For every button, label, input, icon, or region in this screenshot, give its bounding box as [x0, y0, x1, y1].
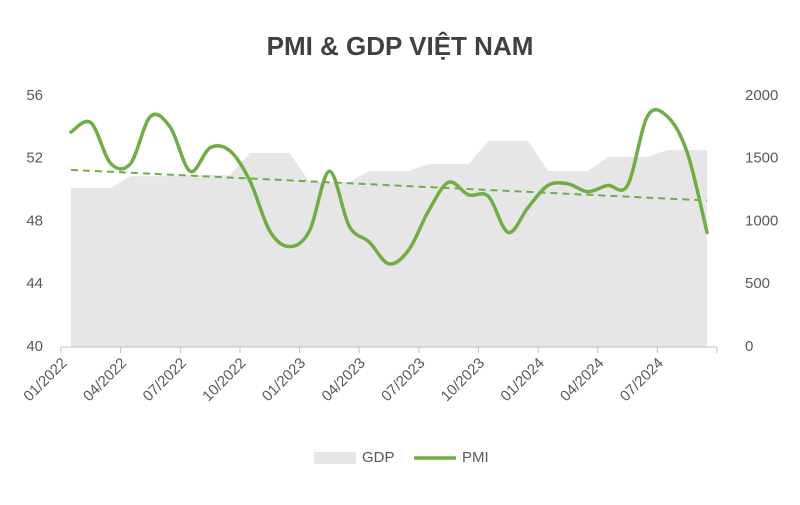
x-tick-label: 10/2023 [438, 355, 488, 405]
legend-label: GDP [362, 449, 395, 466]
x-tick-label: 10/2022 [199, 355, 249, 405]
gdp-area [70, 141, 708, 347]
pmi-line [69, 108, 709, 266]
x-tick-label: 01/2023 [259, 355, 309, 405]
x-tick-label: 07/2023 [378, 355, 428, 405]
y2-tick-label: 0 [745, 338, 753, 355]
y-tick-label: 52 [26, 150, 43, 167]
x-tick-label: 01/2024 [497, 355, 547, 405]
y-tick-label: 48 [26, 212, 43, 229]
legend-swatch [314, 452, 356, 464]
x-tick-label: 04/2022 [80, 355, 130, 405]
x-tick-label: 07/2024 [617, 355, 667, 405]
y-tick-label: 44 [26, 275, 43, 292]
y-tick-label: 40 [26, 338, 43, 355]
y2-tick-label: 1000 [745, 212, 778, 229]
legend-label: PMI [462, 449, 489, 466]
x-tick-label: 01/2022 [20, 355, 70, 405]
x-tick-label: 04/2023 [318, 355, 368, 405]
y2-tick-label: 1500 [745, 150, 778, 167]
x-tick-label: 07/2022 [140, 355, 190, 405]
trendline [70, 168, 708, 202]
x-tick-label: 04/2024 [557, 355, 607, 405]
y2-tick-label: 500 [745, 275, 770, 292]
y2-tick-label: 2000 [745, 87, 778, 104]
y-tick-label: 56 [26, 87, 43, 104]
chart-title: PMI & GDP VIỆT NAM [267, 31, 534, 61]
